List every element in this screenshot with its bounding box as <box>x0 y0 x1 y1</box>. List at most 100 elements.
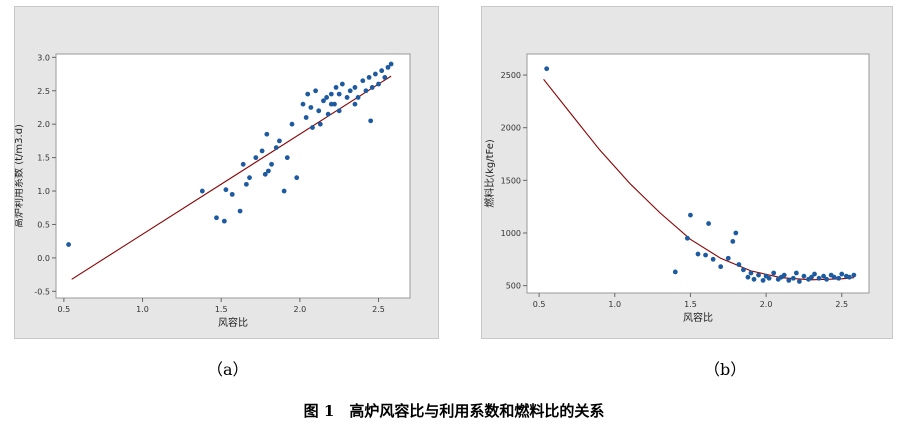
data-point <box>328 101 334 107</box>
data-point <box>277 138 282 144</box>
x-tick-label: 1.5 <box>215 305 228 314</box>
data-point <box>328 91 334 97</box>
data-point <box>313 88 318 94</box>
data-point <box>718 264 724 270</box>
y-axis-label: 燃料比(kg/tFe) <box>483 139 496 208</box>
data-point <box>733 230 739 236</box>
y-axis-label: 高炉利用系数 (t/m3.d) <box>15 124 25 228</box>
data-point <box>240 161 246 167</box>
data-point <box>324 95 330 100</box>
data-point <box>801 273 807 279</box>
subfigure-label-b: （b） <box>704 360 747 379</box>
data-point <box>281 188 287 194</box>
y-tick-label: 1.5 <box>37 154 50 163</box>
chart-b-panel: 0.5 1.0 1.5 2.0 2.5 500 1000 1500 2000 2500 风容比 燃料比… <box>481 6 893 339</box>
data-point <box>321 98 326 104</box>
data-point <box>308 105 314 110</box>
data-point <box>347 88 353 94</box>
x-tick-label: 1.5 <box>684 300 697 309</box>
data-point <box>310 125 315 130</box>
data-point <box>812 271 817 277</box>
data-point <box>379 68 385 74</box>
x-tick-label: 0.5 <box>57 305 70 314</box>
data-point <box>363 88 369 94</box>
data-point <box>273 145 279 150</box>
data-point <box>253 155 259 161</box>
data-point <box>839 271 845 277</box>
data-point <box>360 78 366 84</box>
data-point <box>66 242 71 247</box>
y-tick-label: 0.0 <box>37 254 50 263</box>
x-tick-label: 2.5 <box>835 300 848 309</box>
data-point <box>756 272 761 278</box>
x-axis-label: 风容比 <box>683 311 713 324</box>
data-point <box>725 255 731 261</box>
subfigure-label-a: （a） <box>207 360 249 379</box>
x-tick-label: 1.0 <box>136 305 149 314</box>
data-point <box>703 252 708 258</box>
data-point <box>836 275 842 281</box>
fit-line <box>543 78 854 281</box>
data-point <box>796 279 802 284</box>
data-point <box>264 131 270 137</box>
data-point <box>781 272 787 278</box>
data-point <box>688 212 693 218</box>
x-tick-label: 2.5 <box>372 305 385 314</box>
data-point <box>366 74 372 80</box>
data-point <box>816 275 822 281</box>
data-point <box>369 85 375 90</box>
y-tick-label: -0.5 <box>34 287 50 296</box>
data-point <box>790 275 796 281</box>
data-point <box>221 218 227 224</box>
data-point <box>344 95 350 100</box>
data-point <box>355 95 361 100</box>
data-point <box>317 121 323 127</box>
data-point <box>809 274 814 280</box>
data-point <box>695 251 701 257</box>
chart-a: 0.5 1.0 1.5 2.0 2.5 -0.5 0.0 0.5 1.0 1.5 2.0 2.5 3.0… <box>15 53 411 329</box>
data-point <box>368 118 374 124</box>
x-tick-label: 1.0 <box>608 300 621 309</box>
data-point <box>284 155 290 161</box>
data-point <box>706 221 711 226</box>
data-point <box>229 191 235 197</box>
data-point <box>751 276 757 282</box>
data-point <box>831 274 837 280</box>
data-point <box>382 74 388 80</box>
data-point <box>339 81 345 87</box>
y-tick-label: 1000 <box>501 229 521 238</box>
data-point <box>352 85 358 90</box>
y-tick-label: 2000 <box>501 124 521 133</box>
y-tick-label: 2.0 <box>37 120 50 129</box>
data-point <box>223 187 229 193</box>
data-point <box>544 66 550 72</box>
y-tick-label: 2500 <box>501 71 521 80</box>
x-tick-label: 2.0 <box>760 300 773 309</box>
y-tick-label: 0.5 <box>37 220 50 229</box>
data-point <box>336 108 342 114</box>
data-point <box>303 115 309 120</box>
data-point <box>214 215 219 221</box>
data-point <box>760 277 766 283</box>
data-point <box>316 108 322 114</box>
data-point <box>266 168 271 174</box>
data-point <box>294 175 300 181</box>
data-point <box>237 208 243 214</box>
data-point <box>736 262 742 267</box>
data-point <box>748 270 754 276</box>
plot-area <box>55 53 411 299</box>
data-point <box>786 277 792 283</box>
data-point <box>300 101 306 107</box>
y-tick-label: 1500 <box>501 176 521 185</box>
data-point <box>824 276 830 282</box>
y-tick-label: 2.5 <box>37 87 50 96</box>
data-point <box>672 269 678 275</box>
data-point <box>333 85 339 90</box>
data-point <box>685 235 690 241</box>
data-point <box>846 274 852 280</box>
data-point <box>388 61 394 67</box>
figure-caption: 图 1 高炉风容比与利用系数和燃料比的关系 <box>303 402 605 420</box>
data-point <box>247 175 252 181</box>
data-point <box>336 91 342 97</box>
data-point <box>851 272 857 278</box>
